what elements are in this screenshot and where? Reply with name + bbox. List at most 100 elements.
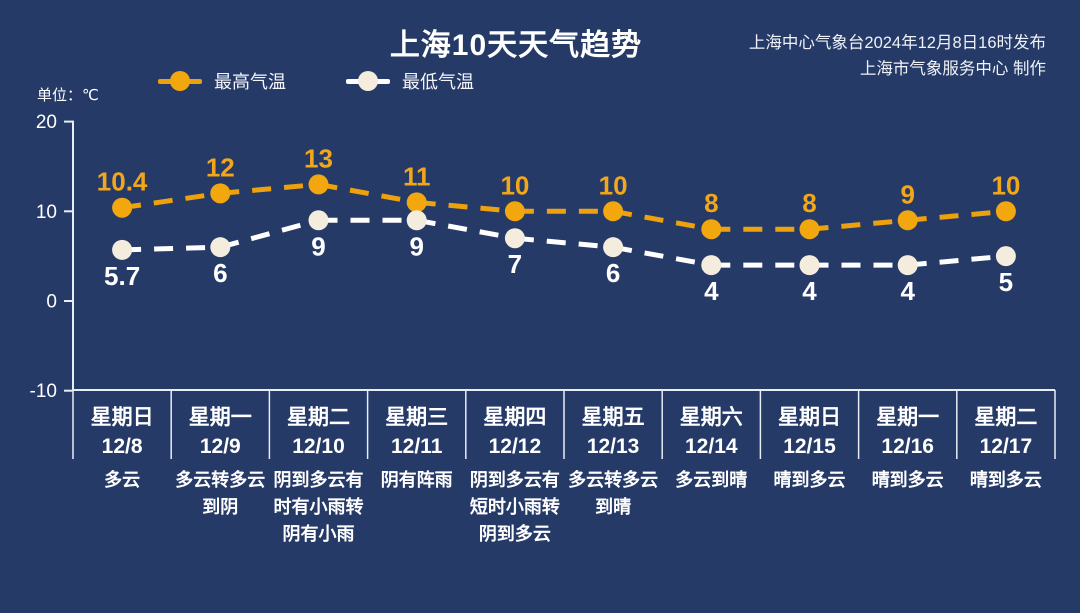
weather-description-line: 短时小雨转 — [469, 497, 560, 517]
weather-description-line: 阴到多云有 — [469, 470, 560, 490]
weather-description: 阴到多云有 短时小雨转 阴到多云 — [466, 467, 564, 548]
high-temp-line-segment — [612, 208, 712, 232]
low-temp-point — [897, 255, 918, 276]
forecast-column: 星期一 12/9 多云转多云到阴 — [171, 390, 269, 560]
high-temp-point — [701, 219, 722, 240]
date-label: 12/9 — [199, 435, 241, 458]
weather-description-line: 时有小雨转 — [273, 497, 364, 517]
weather-description-line: 阴有小雨 — [282, 524, 355, 544]
high-temp-line-segment — [220, 181, 319, 196]
low-temp-value-label: 7 — [508, 249, 522, 279]
low-temp-point — [406, 210, 427, 231]
high-temp-point — [603, 201, 624, 222]
weather-description-line: 晴到多云 — [969, 470, 1042, 490]
forecast-column: 星期三 12/11 阴有阵雨 — [368, 390, 466, 560]
unit-label: 单位：℃ — [37, 87, 99, 104]
day-of-week-label: 星期日 — [777, 406, 841, 429]
weather-description: 阴有阵雨 — [368, 467, 466, 494]
high-temp-line-segment — [318, 181, 418, 205]
y-tick-label: 10 — [36, 202, 57, 223]
low-temp-value-label: 4 — [802, 276, 817, 306]
low-temp-value-label: 6 — [606, 258, 620, 288]
high-temp-legend-marker — [158, 71, 202, 91]
day-of-week-label: 星期四 — [483, 406, 547, 429]
weather-description-line: 阴到多云有 — [273, 470, 364, 490]
high-temp-value-label: 10.4 — [97, 167, 148, 197]
low-temp-value-label: 6 — [213, 258, 227, 288]
high-temp-point — [308, 174, 329, 195]
date-label: 12/16 — [881, 435, 934, 458]
weather-description: 晴到多云 — [957, 467, 1055, 494]
weather-description: 多云 — [73, 467, 171, 494]
weather-description-line: 多云转多云 — [568, 470, 659, 490]
low-temp-point — [112, 239, 133, 260]
date-label: 12/17 — [979, 435, 1033, 458]
low-temp-point — [603, 237, 624, 258]
low-temp-point — [799, 255, 820, 276]
low-temp-line-segment — [612, 244, 712, 268]
day-of-week-label: 星期日 — [90, 406, 154, 429]
low-temp-value-label: 4 — [704, 276, 719, 306]
high-temp-value-label: 10 — [991, 170, 1020, 200]
date-label: 12/10 — [292, 435, 345, 458]
low-temp-line-segment — [416, 217, 516, 241]
high-temp-value-label: 8 — [704, 188, 718, 218]
low-temp-value-label: 9 — [311, 231, 325, 261]
high-temp-point — [995, 201, 1016, 222]
source-line-2: 上海市气象服务中心 制作 — [859, 60, 1046, 78]
low-temp-value-label: 5.7 — [104, 261, 140, 291]
date-label: 12/14 — [685, 435, 738, 458]
forecast-column: 星期五 12/13 多云转多云到晴 — [564, 390, 662, 560]
low-temp-value-label: 4 — [900, 276, 915, 306]
weather-description: 晴到多云 — [859, 467, 957, 494]
date-label: 12/13 — [586, 435, 640, 458]
y-tick-label: 0 — [46, 292, 57, 313]
weather-description: 多云转多云 到阴 — [171, 467, 269, 521]
low-temp-legend-marker — [346, 71, 390, 91]
weather-description-line: 多云转多云 — [175, 470, 266, 490]
low-temp-point — [995, 246, 1016, 267]
high-temp-value-label: 12 — [206, 152, 235, 182]
high-temp-line-segment — [809, 217, 908, 232]
high-temp-line-segment — [121, 190, 221, 211]
forecast-column: 星期二 12/10 阴到多云有 时有小雨转 阴有小雨 — [269, 390, 367, 560]
high-temp-value-label: 10 — [500, 170, 529, 200]
source-line-1: 上海中心气象台2024年12月8日16时发布 — [748, 34, 1046, 52]
low-temp-line-segment — [907, 253, 1007, 268]
high-temp-point — [799, 219, 820, 240]
day-of-week-label: 星期三 — [385, 406, 449, 429]
high-temp-legend-dot-icon — [170, 71, 190, 91]
low-temp-point — [308, 210, 329, 231]
high-temp-legend-label: 最高气温 — [214, 72, 286, 92]
day-of-week-label: 星期六 — [679, 406, 743, 429]
high-temp-line-segment — [907, 208, 1007, 223]
high-temp-point — [504, 201, 525, 222]
day-of-week-label: 星期一 — [188, 406, 252, 429]
high-temp-point — [112, 197, 133, 218]
low-temp-point — [504, 228, 525, 249]
weather-description-line: 阴有阵雨 — [380, 470, 453, 490]
forecast-column: 星期日 12/15 晴到多云 — [760, 390, 858, 560]
weather-description: 晴到多云 — [760, 467, 858, 494]
weather-description-line: 晴到多云 — [871, 470, 944, 490]
weather-description-line: 晴到多云 — [773, 470, 846, 490]
weather-description-line: 到晴 — [595, 497, 632, 517]
low-temp-legend-label: 最低气温 — [402, 72, 474, 92]
low-temp-value-label: 9 — [409, 231, 423, 261]
weather-description-line: 到阴 — [202, 497, 239, 517]
date-label: 12/8 — [101, 435, 143, 458]
low-temp-point — [210, 237, 231, 258]
low-temp-point — [701, 255, 722, 276]
date-label: 12/12 — [488, 435, 542, 458]
day-of-week-label: 星期五 — [581, 406, 645, 429]
day-of-week-label: 星期二 — [974, 406, 1038, 429]
date-label: 12/11 — [390, 435, 443, 458]
chart-legend: 最高气温 最低气温 — [158, 68, 474, 94]
high-temp-value-label: 9 — [900, 179, 914, 209]
low-temp-value-label: 5 — [999, 267, 1013, 297]
high-temp-value-label: 8 — [802, 188, 816, 218]
day-of-week-label: 星期一 — [876, 406, 940, 429]
high-temp-value-label: 13 — [304, 143, 333, 173]
forecast-column: 星期一 12/16 晴到多云 — [859, 390, 957, 560]
